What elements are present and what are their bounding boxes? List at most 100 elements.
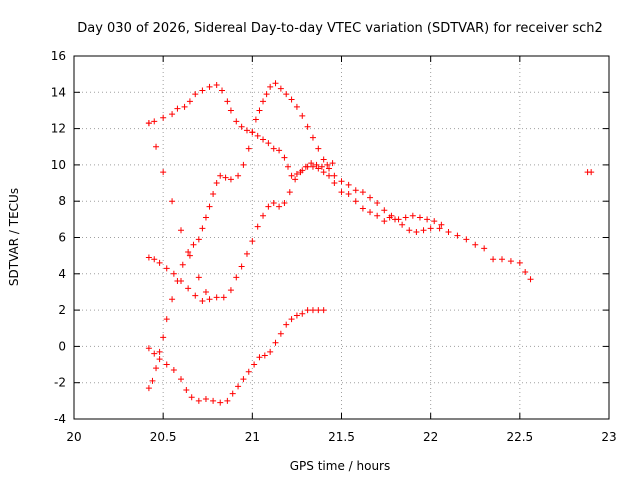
y-tick-label: 12 xyxy=(51,122,66,136)
data-point xyxy=(206,296,213,303)
data-point xyxy=(261,352,268,359)
data-point xyxy=(222,174,229,181)
data-point xyxy=(151,256,158,263)
data-point xyxy=(324,161,331,168)
data-point xyxy=(320,156,327,163)
axis-ticks: 20 20.5 21 21.5 22 22.5 23 -4 -2 0 2 4 6 8 10 12 14 16 xyxy=(51,49,617,444)
series-track-1 xyxy=(145,82,534,283)
data-point xyxy=(233,274,240,281)
data-point xyxy=(181,103,188,110)
data-point xyxy=(169,198,176,205)
data-point xyxy=(308,160,315,167)
data-point xyxy=(188,394,195,401)
data-point xyxy=(288,172,295,179)
data-point xyxy=(374,212,381,219)
data-point xyxy=(367,209,374,216)
data-point xyxy=(270,145,277,152)
data-point xyxy=(254,132,261,139)
data-point xyxy=(156,356,163,363)
data-point xyxy=(288,96,295,103)
data-point xyxy=(359,205,366,212)
data-point xyxy=(149,377,156,384)
x-tick-label: 22 xyxy=(423,430,438,444)
data-point xyxy=(315,165,322,172)
data-point xyxy=(195,236,202,243)
data-point xyxy=(481,245,488,252)
data-point xyxy=(267,348,274,355)
data-point xyxy=(431,218,438,225)
data-point xyxy=(227,176,234,183)
data-point xyxy=(213,180,220,187)
x-tick-label: 20.5 xyxy=(150,430,177,444)
data-point xyxy=(309,134,316,141)
data-point xyxy=(183,386,190,393)
data-point xyxy=(178,227,184,234)
series-track-4 xyxy=(145,307,327,406)
data-point xyxy=(213,82,220,89)
data-point xyxy=(445,229,452,236)
data-point xyxy=(206,203,213,210)
data-point xyxy=(233,118,240,125)
data-point xyxy=(374,200,381,207)
y-tick-label: 6 xyxy=(58,231,66,245)
data-point xyxy=(345,181,352,188)
data-point xyxy=(293,170,300,177)
data-point xyxy=(463,236,470,243)
data-point xyxy=(285,163,291,170)
data-point xyxy=(329,160,336,167)
data-point xyxy=(367,194,374,201)
data-point xyxy=(522,268,529,275)
data-point xyxy=(174,105,181,112)
data-point xyxy=(302,163,309,170)
data-point xyxy=(217,172,224,179)
data-point xyxy=(427,225,434,232)
data-point xyxy=(145,120,152,127)
data-point xyxy=(490,256,497,263)
data-point xyxy=(281,200,288,207)
series-track-2 xyxy=(145,80,445,392)
data-point xyxy=(170,366,177,373)
data-point xyxy=(359,189,366,196)
x-tick-label: 20 xyxy=(66,430,81,444)
data-point xyxy=(416,214,423,221)
y-axis-label: SDTVAR / TECUs xyxy=(7,188,21,286)
data-point xyxy=(297,169,304,176)
y-tick-label: -2 xyxy=(54,376,66,390)
data-point xyxy=(145,385,152,392)
data-points xyxy=(145,80,595,406)
data-point xyxy=(388,212,395,219)
data-point xyxy=(265,203,272,210)
data-point xyxy=(472,241,479,248)
data-point xyxy=(315,307,322,314)
grid xyxy=(74,56,609,419)
data-point xyxy=(224,98,231,105)
data-point xyxy=(219,87,226,94)
data-point xyxy=(402,214,409,221)
data-point xyxy=(318,163,325,170)
data-point xyxy=(245,145,252,152)
data-point xyxy=(217,399,224,406)
data-point xyxy=(436,225,443,232)
data-point xyxy=(527,276,534,283)
data-point xyxy=(192,91,199,98)
data-point xyxy=(299,310,306,317)
data-point xyxy=(163,316,170,323)
data-point xyxy=(345,190,352,197)
data-point xyxy=(286,189,293,196)
data-point xyxy=(381,207,388,214)
data-point xyxy=(424,216,431,223)
data-point xyxy=(151,350,158,357)
data-point xyxy=(195,274,202,281)
data-point xyxy=(276,203,283,210)
data-point xyxy=(160,334,167,341)
data-point xyxy=(338,189,345,196)
data-point xyxy=(251,361,258,368)
data-point xyxy=(160,114,167,121)
y-tick-label: 4 xyxy=(58,267,66,281)
x-axis-label: GPS time / hours xyxy=(290,459,391,473)
data-point xyxy=(499,256,505,263)
x-tick-label: 22.5 xyxy=(506,430,533,444)
data-point xyxy=(313,161,320,168)
